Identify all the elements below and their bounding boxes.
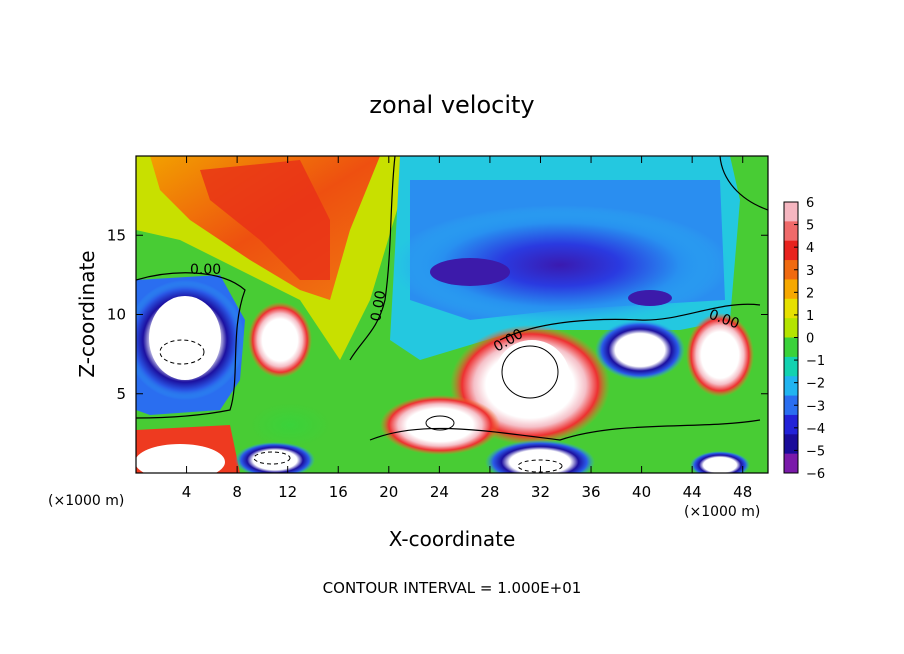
surface-white-far	[690, 451, 750, 473]
white-core-12km	[248, 302, 312, 378]
colorbar: 6 5 4 3 2 1 0 −1 −2 −3 −4 −5 −6	[783, 196, 825, 482]
colorbar-swatch	[784, 414, 798, 435]
surface-white-left	[136, 444, 225, 473]
x-tick-label: 36	[581, 483, 600, 501]
colorbar-swatch	[784, 395, 798, 416]
colorbar-label: −6	[806, 467, 825, 482]
colorbar-swatch	[784, 240, 798, 261]
x-tick-label: 20	[379, 483, 398, 501]
x-tick-label: 16	[329, 483, 348, 501]
x-tick-label: 28	[480, 483, 499, 501]
white-core-left-inner	[149, 296, 221, 380]
colorbar-label: 3	[806, 264, 814, 279]
colorbar-label: 5	[806, 219, 814, 234]
colorbar-swatch	[784, 221, 798, 242]
colorbar-swatch	[784, 453, 798, 474]
solid-contours	[425, 345, 559, 431]
white-core-40km	[595, 320, 685, 380]
colorbar-swatch	[784, 337, 798, 358]
x-tick-label: 32	[531, 483, 550, 501]
heatmap-field	[136, 156, 768, 473]
colorbar-label: 0	[806, 332, 814, 347]
green-patch	[250, 403, 330, 447]
colorbar-label: 2	[806, 286, 814, 301]
white-core-31km-inner	[494, 340, 570, 416]
contour-label: 0.00	[368, 289, 389, 322]
white-core-25km	[380, 395, 500, 455]
y-axis-label: Z-coordinate	[75, 250, 99, 377]
zero-contours	[136, 156, 768, 441]
white-core-46km	[686, 313, 754, 397]
colorbar-label: 1	[806, 309, 814, 324]
contour-label: 0.00	[190, 262, 221, 278]
colorbar-label: −1	[806, 354, 825, 369]
x-unit-label-right: (×1000 m)	[684, 504, 760, 520]
x-tick-label: 24	[430, 483, 449, 501]
cool-core-deep-2	[628, 290, 672, 306]
colorbar-label: −4	[806, 422, 825, 437]
x-tick-label: 8	[232, 483, 242, 501]
colorbar-label: 4	[806, 241, 814, 256]
x-axis-label: X-coordinate	[389, 527, 516, 551]
colorbar-label: −3	[806, 399, 825, 414]
chart-title: zonal velocity	[369, 91, 534, 119]
colorbar-swatch	[784, 298, 798, 319]
surface-white-mid	[235, 442, 315, 473]
y-tick-label: 5	[116, 385, 126, 403]
x-tick-label: 4	[182, 483, 192, 501]
colorbar-swatch	[784, 434, 798, 455]
colorbar-label: −5	[806, 444, 825, 459]
x-tick-label: 44	[683, 483, 702, 501]
x-tick-label: 40	[632, 483, 651, 501]
surface-white-right	[485, 440, 595, 473]
colorbar-swatch	[784, 279, 798, 300]
colorbar-swatch	[784, 260, 798, 280]
cool-core-deep-1	[430, 258, 510, 286]
y-tick-label: 15	[107, 226, 126, 244]
contour-interval-note: CONTOUR INTERVAL = 1.000E+01	[323, 579, 582, 597]
colorbar-swatch	[784, 376, 798, 397]
x-tick-label: 12	[278, 483, 297, 501]
colorbar-swatch	[784, 202, 798, 222]
x-unit-label-left: (×1000 m)	[48, 493, 124, 509]
x-tick-label: 48	[733, 483, 752, 501]
colorbar-label: 6	[806, 196, 814, 211]
warm-plume-red	[200, 160, 330, 280]
x-axis: 4 8 12 16 20 24 28 32 36 40 44 48	[182, 156, 752, 501]
colorbar-swatch	[784, 356, 798, 377]
colorbar-swatch	[784, 318, 798, 338]
y-axis: 5 10 15	[107, 226, 768, 403]
colorbar-label: −2	[806, 377, 825, 392]
y-tick-label: 10	[107, 306, 126, 324]
